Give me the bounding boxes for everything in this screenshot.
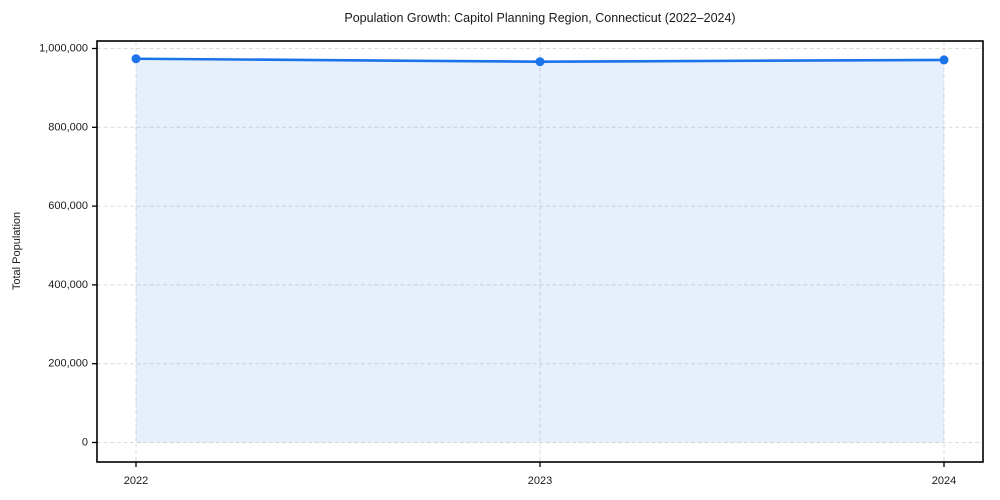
y-tick-label: 600,000 (48, 200, 88, 212)
area-fill (136, 58, 944, 443)
data-point (939, 55, 949, 65)
plot-frame (96, 40, 984, 463)
data-point (535, 57, 545, 67)
y-axis-label: Total Population (11, 211, 23, 291)
y-tick-label: 800,000 (48, 121, 88, 133)
x-tick-label: 2023 (528, 475, 552, 487)
x-tick-label: 2022 (124, 475, 148, 487)
chart-title: Population Growth: Capitol Planning Regi… (344, 11, 736, 25)
y-tick-label: 200,000 (48, 358, 88, 370)
y-tick-label: 400,000 (48, 279, 88, 291)
y-tick-label: 0 (82, 437, 88, 449)
x-tick-label: 2024 (932, 475, 956, 487)
y-tick-label: 1,000,000 (39, 43, 88, 55)
data-point (131, 54, 141, 64)
